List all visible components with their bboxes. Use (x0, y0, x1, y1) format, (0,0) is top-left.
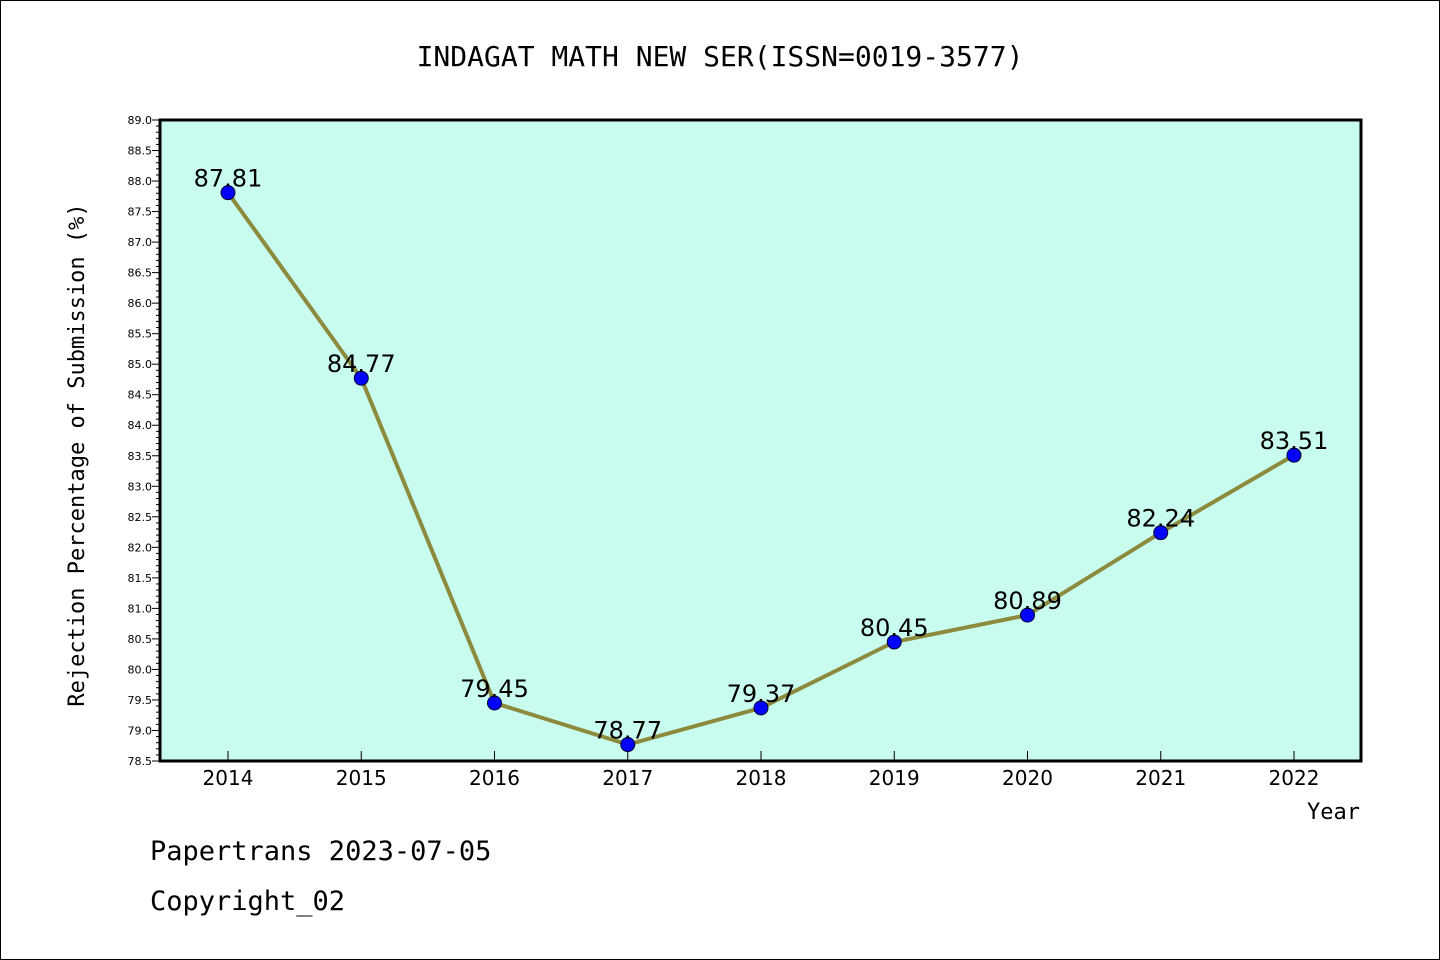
data-label: 84.77 (327, 350, 396, 378)
data-point (620, 737, 636, 753)
data-point (353, 370, 369, 386)
y-tick-label: 85.5 (128, 328, 153, 341)
footer-copyright: Copyright_02 (150, 886, 346, 917)
data-label: 87.81 (194, 165, 263, 193)
x-tick-label: 2017 (602, 766, 653, 790)
y-tick-label: 82.5 (128, 511, 153, 524)
y-tick-label: 84.5 (128, 389, 153, 402)
data-label: 83.51 (1260, 427, 1329, 455)
data-point (753, 700, 769, 716)
x-tick-label: 2018 (736, 766, 787, 790)
data-label: 82.24 (1126, 505, 1195, 533)
y-tick-label: 79.0 (128, 724, 153, 737)
y-tick-label: 83.5 (128, 450, 153, 463)
data-label: 80.45 (860, 614, 929, 642)
y-tick-label: 88.5 (128, 145, 153, 158)
x-tick-label: 2014 (203, 766, 254, 790)
x-tick-label: 2015 (336, 766, 387, 790)
x-tick-label: 2021 (1135, 766, 1186, 790)
x-tick-label: 2022 (1269, 766, 1320, 790)
y-tick-label: 87.5 (128, 206, 153, 219)
data-point (487, 695, 502, 711)
y-tick-label: 89.0 (128, 114, 153, 127)
y-tick-label: 80.5 (128, 633, 153, 646)
x-tick-label: 2020 (1002, 766, 1053, 790)
y-tick-label: 86.0 (128, 297, 153, 310)
data-labels-group: 87.81 84.77 79.45 78.77 79.37 80.45 80.89 82.24… (194, 165, 1329, 745)
y-tick-label: 80.0 (128, 663, 153, 676)
y-tick-label: 78.5 (128, 755, 153, 768)
data-label: 79.37 (727, 680, 796, 708)
data-point (220, 185, 236, 201)
y-axis-label: Rejection Percentage of Submission (%) (65, 203, 90, 706)
y-tick-label: 81.5 (128, 572, 153, 585)
y-tick-label: 87.0 (128, 236, 153, 249)
footer-date: Papertrans 2023-07-05 (150, 836, 492, 867)
data-label: 79.45 (460, 675, 529, 703)
x-tick-label: 2019 (869, 766, 920, 790)
data-label: 80.89 (993, 587, 1062, 615)
y-tick-label: 79.5 (128, 694, 153, 707)
data-point (1153, 525, 1169, 541)
data-point (1286, 447, 1302, 463)
y-tick-label: 82.0 (128, 541, 153, 554)
y-tick-label: 88.0 (128, 175, 153, 188)
y-tick-label: 83.0 (128, 480, 153, 493)
y-tick-label: 84.0 (128, 419, 153, 432)
data-point (886, 634, 902, 650)
y-tick-label: 85.0 (128, 358, 153, 371)
chart-title: INDAGAT MATH NEW SER(ISSN=0019-3577) (417, 40, 1024, 73)
x-axis-label: Year (1307, 800, 1360, 825)
y-tick-label: 86.5 (128, 267, 153, 280)
plot-area (158, 118, 1363, 763)
y-tick-label: 81.0 (128, 602, 153, 615)
y-axis-ticks: 78.5 79.0 79.5 80.0 80.5 81.0 81.5 82.0 82.5 83.0… (128, 114, 160, 768)
x-tick-label: 2016 (469, 766, 520, 790)
data-point (1020, 607, 1035, 623)
x-axis-ticks: 2014 2015 2016 2017 2018 2019 2020 2021 2022 (203, 751, 1320, 790)
series-group (220, 185, 1302, 753)
data-label: 78.77 (593, 717, 662, 745)
